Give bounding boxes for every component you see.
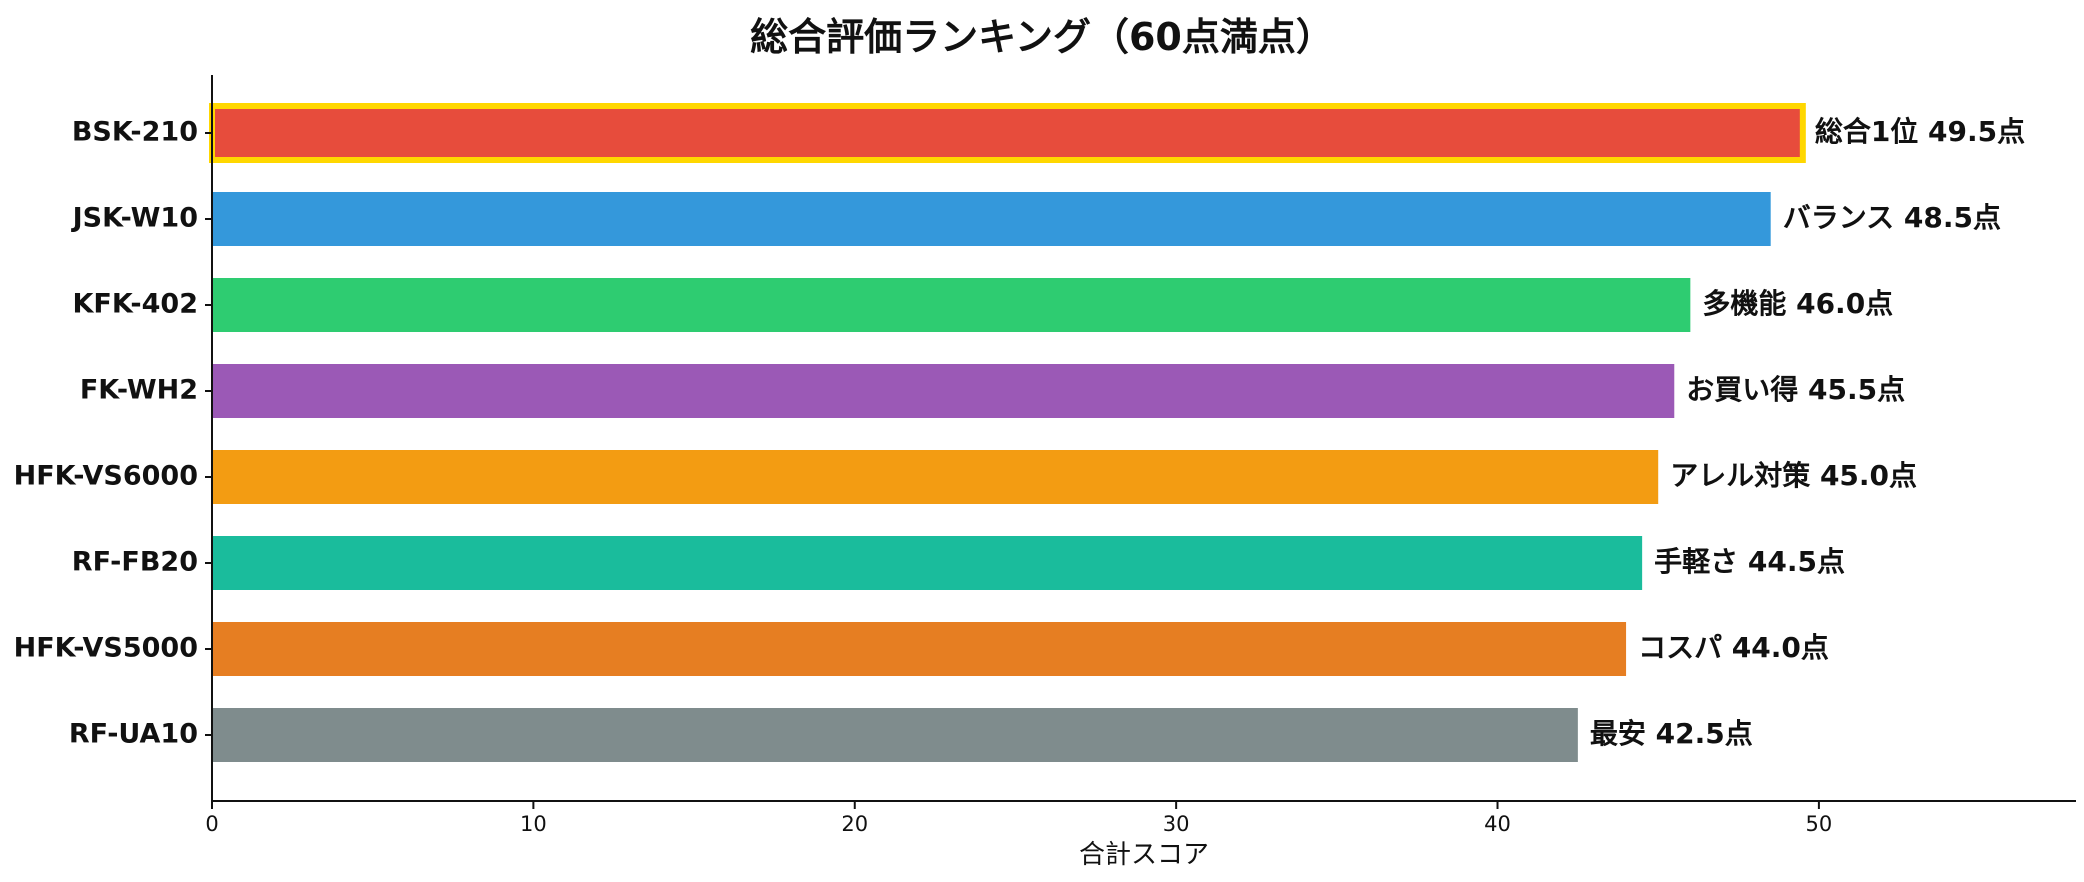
bar-4 [212,450,1659,504]
x-tick-label-0: 0 [205,812,218,836]
y-tick-label-5: RF-FB20 [72,547,198,578]
data-label-2: 多機能 46.0点 [1702,287,1893,320]
y-tick-labels: BSK-210 JSK-W10 KFK-402 FK-WH2 HFK-VS6000 RF-… [14,117,212,750]
bar-0 [209,103,1806,163]
data-label-4: アレル対策 45.0点 [1670,459,1917,492]
data-label-6: コスパ 44.0点 [1638,631,1829,664]
x-tick-label-1: 10 [520,812,547,836]
y-tick-label-1: JSK-W10 [71,203,198,234]
y-tick-label-2: KFK-402 [72,289,198,320]
bars-layer [209,103,1806,762]
data-label-1: バランス 48.5点 [1783,201,2001,234]
x-axis-label: 合計スコア [1079,840,1209,870]
x-tick-label-2: 20 [841,812,868,836]
bar-7 [212,708,1578,762]
y-tick-label-7: RF-UA10 [69,719,198,750]
y-tick-label-6: HFK-VS5000 [14,633,198,664]
x-tick-label-4: 40 [1484,812,1511,836]
x-tick-label-3: 30 [1163,812,1190,836]
bar-3 [212,364,1675,418]
data-label-7: 最安 42.5点 [1590,717,1753,750]
y-tick-label-4: HFK-VS6000 [14,461,198,492]
data-label-5: 手軽さ 44.5点 [1654,545,1845,578]
bar-5 [212,536,1643,590]
y-tick-label-3: FK-WH2 [80,375,198,406]
bar-6 [212,622,1627,676]
bar-2 [212,278,1691,332]
bar-1 [212,192,1771,246]
x-ticks: 0 10 20 30 40 50 [205,801,1832,836]
data-label-0: 総合1位 49.5点 [1815,115,2025,148]
y-tick-label-0: BSK-210 [72,117,198,148]
x-tick-label-5: 50 [1806,812,1833,836]
chart-title: 総合評価ランキング（60点満点） [750,15,1334,59]
data-label-3: お買い得 45.5点 [1686,373,1905,406]
